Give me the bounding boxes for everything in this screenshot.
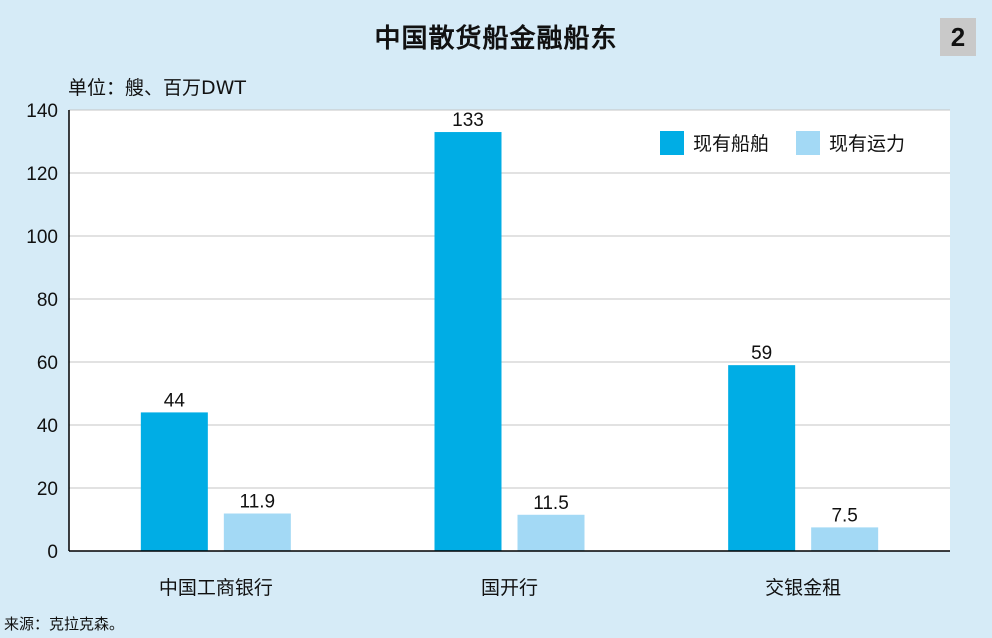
y-tick-label: 40 bbox=[37, 416, 58, 437]
y-tick-label: 100 bbox=[26, 227, 58, 248]
bar-capacity bbox=[517, 514, 585, 551]
y-axis: 0 20 40 60 80 100 120 140 bbox=[26, 101, 58, 563]
bar-capacity bbox=[223, 513, 291, 551]
category-label: 交银金租 bbox=[765, 577, 841, 599]
y-tick-label: 120 bbox=[26, 164, 58, 185]
x-axis: 中国工商银行 国开行 交银金租 bbox=[159, 577, 841, 599]
bar-vessels bbox=[140, 412, 208, 551]
legend-label: 现有船舶 bbox=[693, 133, 769, 155]
y-tick-label: 60 bbox=[37, 353, 58, 374]
category-label: 国开行 bbox=[481, 577, 538, 599]
unit-label: 单位：艘、百万DWT bbox=[68, 77, 247, 99]
source-note: 来源：克拉克森。 bbox=[4, 615, 125, 633]
chart-title: 中国散货船金融船东 bbox=[374, 24, 618, 54]
data-label: 44 bbox=[164, 390, 186, 411]
bar-capacity bbox=[811, 527, 879, 551]
bars bbox=[140, 132, 879, 552]
y-tick-label: 140 bbox=[26, 101, 58, 122]
data-labels: 44 11.9 133 11.5 59 7.5 bbox=[164, 110, 858, 526]
plot-area bbox=[69, 110, 950, 551]
y-tick-label: 80 bbox=[37, 290, 58, 311]
legend-swatch bbox=[660, 131, 684, 155]
data-label: 59 bbox=[751, 343, 772, 364]
category-label: 中国工商银行 bbox=[159, 577, 273, 599]
y-tick-label: 20 bbox=[37, 479, 58, 500]
gridlines bbox=[69, 109, 950, 489]
data-label: 7.5 bbox=[831, 505, 857, 526]
bar-vessels bbox=[728, 365, 796, 551]
legend-swatch bbox=[796, 131, 820, 155]
data-label: 11.5 bbox=[533, 493, 569, 514]
data-label: 11.9 bbox=[240, 492, 276, 513]
y-tick-label: 0 bbox=[47, 542, 58, 563]
page-number-badge: 2 bbox=[940, 18, 976, 56]
legend: 现有船舶 现有运力 bbox=[660, 131, 905, 155]
bar-vessels bbox=[434, 132, 502, 552]
data-label: 133 bbox=[452, 110, 484, 131]
legend-label: 现有运力 bbox=[829, 133, 905, 155]
